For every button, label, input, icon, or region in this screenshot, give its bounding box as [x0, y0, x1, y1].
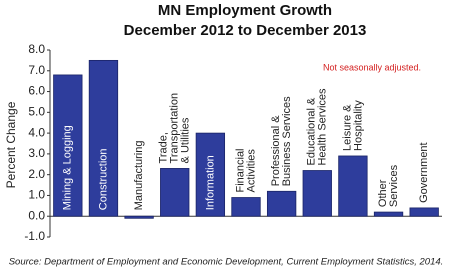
category-label: Other	[377, 179, 389, 207]
category-label: Government	[418, 142, 430, 203]
bar	[338, 155, 368, 217]
bar	[124, 215, 154, 219]
y-tick-label: 3.0	[28, 146, 45, 160]
category-label: Health Services	[317, 88, 329, 166]
category-label: Services	[388, 164, 400, 207]
source: Source: Department of Employment and Eco…	[9, 257, 444, 268]
category-label: Financial	[234, 148, 246, 192]
y-tick-label: 1.0	[28, 188, 45, 202]
category-label: Manufacturing	[133, 141, 145, 211]
bar	[195, 132, 226, 217]
chart-title: MN Employment Growth	[158, 2, 332, 19]
bar	[373, 211, 404, 217]
bar	[266, 190, 297, 217]
category-label: Activities	[245, 149, 257, 193]
chart-subtitle: December 2012 to December 2013	[124, 22, 367, 39]
y-tick-label: 4.0	[28, 125, 45, 139]
y-tick-label: -1.0	[24, 229, 45, 243]
annotation: Not seasonally adjusted.	[323, 62, 421, 72]
category-label: Information	[204, 155, 216, 210]
y-tick-label: 7.0	[28, 63, 45, 77]
bar	[231, 197, 261, 217]
category-label: Educational &	[306, 97, 318, 166]
y-tick-label: 8.0	[28, 42, 45, 56]
category-label: Hospitality	[352, 100, 364, 151]
bar	[160, 168, 190, 217]
bar	[409, 207, 439, 217]
y-tick-label: 6.0	[28, 84, 45, 98]
category-label: Professional &	[270, 115, 282, 187]
category-label: Construction	[97, 148, 109, 210]
category-label: Mining & Logging	[62, 125, 74, 210]
category-label: & Utilities	[180, 117, 192, 163]
bar	[53, 74, 83, 217]
category-label: Business Services	[281, 96, 293, 186]
category-label: Trade,	[158, 132, 170, 163]
y-tick-label: 0.0	[28, 208, 45, 222]
bar	[302, 170, 332, 217]
category-label: Leisure &	[341, 104, 353, 151]
y-axis-label: Percent Change	[4, 101, 18, 188]
y-tick-label: 2.0	[28, 167, 45, 181]
bar	[88, 59, 119, 217]
category-label: Transportation	[169, 93, 181, 164]
y-tick-label: 5.0	[28, 105, 45, 119]
